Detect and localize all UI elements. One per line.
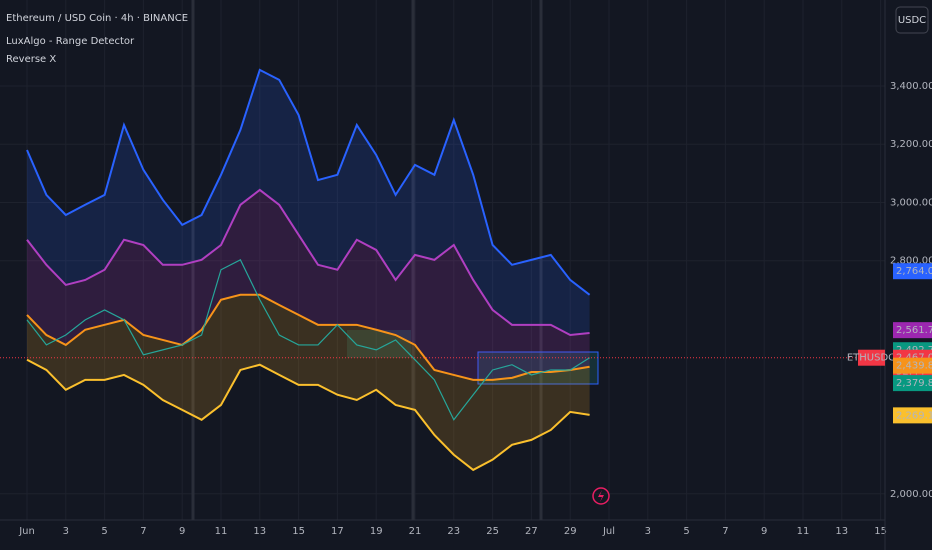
x-tick-label: 9 [179, 526, 185, 537]
price-label: 2,764.07 [896, 266, 932, 277]
price-label: 2,561.70 [896, 325, 932, 336]
indicator-label[interactable]: LuxAlgo - Range Detector [6, 36, 135, 47]
x-tick-label: 13 [835, 526, 848, 537]
price-box [893, 322, 932, 339]
x-tick-label: 15 [292, 526, 305, 537]
x-tick-label: 19 [370, 526, 383, 537]
price-box [893, 375, 932, 392]
series-line [26, 293, 590, 381]
x-tick-label: Jun [18, 526, 35, 537]
x-tick-label: 27 [525, 526, 538, 537]
x-tick-label: 11 [215, 526, 228, 537]
band-fill [27, 189, 590, 380]
price-box [893, 263, 932, 280]
x-tick-label: 17 [331, 526, 344, 537]
y-tick-label: 2,800.00 [890, 256, 932, 267]
price-labels: 2,764.072,561.702,492.78ETHUSDC2,467.095… [0, 263, 932, 424]
x-tick-label: 11 [797, 526, 810, 537]
x-tick-label: 3 [63, 526, 69, 537]
plot-area [26, 68, 591, 472]
x-tick-label: 23 [447, 526, 460, 537]
ticker-tag [858, 349, 885, 366]
x-tick-label: 5 [683, 526, 689, 537]
indicator-label[interactable]: Reverse X [6, 54, 56, 65]
event-icon[interactable] [592, 487, 610, 505]
x-tick-label: 5 [101, 526, 107, 537]
currency-button-label[interactable]: USDC [898, 15, 926, 26]
series-line [26, 358, 590, 472]
currency-button[interactable] [895, 6, 929, 34]
x-tick-label: 9 [761, 526, 767, 537]
grid: 2,000.00 2,800.00 3,000.00 3,200.00 3,400.00… [0, 0, 932, 537]
series-line [26, 188, 590, 337]
series-line [26, 68, 591, 296]
band-fill [27, 294, 590, 470]
price-box [893, 407, 932, 424]
y-tick-label: 3,000.00 [890, 197, 932, 208]
y-tick-label: 3,200.00 [890, 139, 932, 150]
price-label: 2,379.89 [896, 378, 932, 389]
ticker-label: ETHUSDC [847, 353, 895, 364]
series-line [26, 259, 590, 421]
price-label: 2,439.81 [896, 361, 932, 372]
symbol-title: Ethereum / USD Coin · 4h · BINANCE [6, 13, 188, 24]
x-tick-label: 3 [645, 526, 651, 537]
x-tick-label: Jul [602, 526, 615, 537]
y-tick-label: 3,400.00 [890, 81, 932, 92]
x-tick-label: 21 [409, 526, 422, 537]
price-box [893, 357, 932, 374]
x-tick-label: 7 [722, 526, 728, 537]
x-tick-label: 7 [140, 526, 146, 537]
event-icon[interactable] [598, 490, 604, 502]
x-tick-label: 15 [874, 526, 887, 537]
x-tick-label: 13 [253, 526, 266, 537]
price-label: 2,269.16 [896, 410, 932, 421]
x-tick-label: 29 [564, 526, 577, 537]
x-tick-label: 25 [486, 526, 499, 537]
y-tick-label: 2,000.00 [890, 489, 932, 500]
